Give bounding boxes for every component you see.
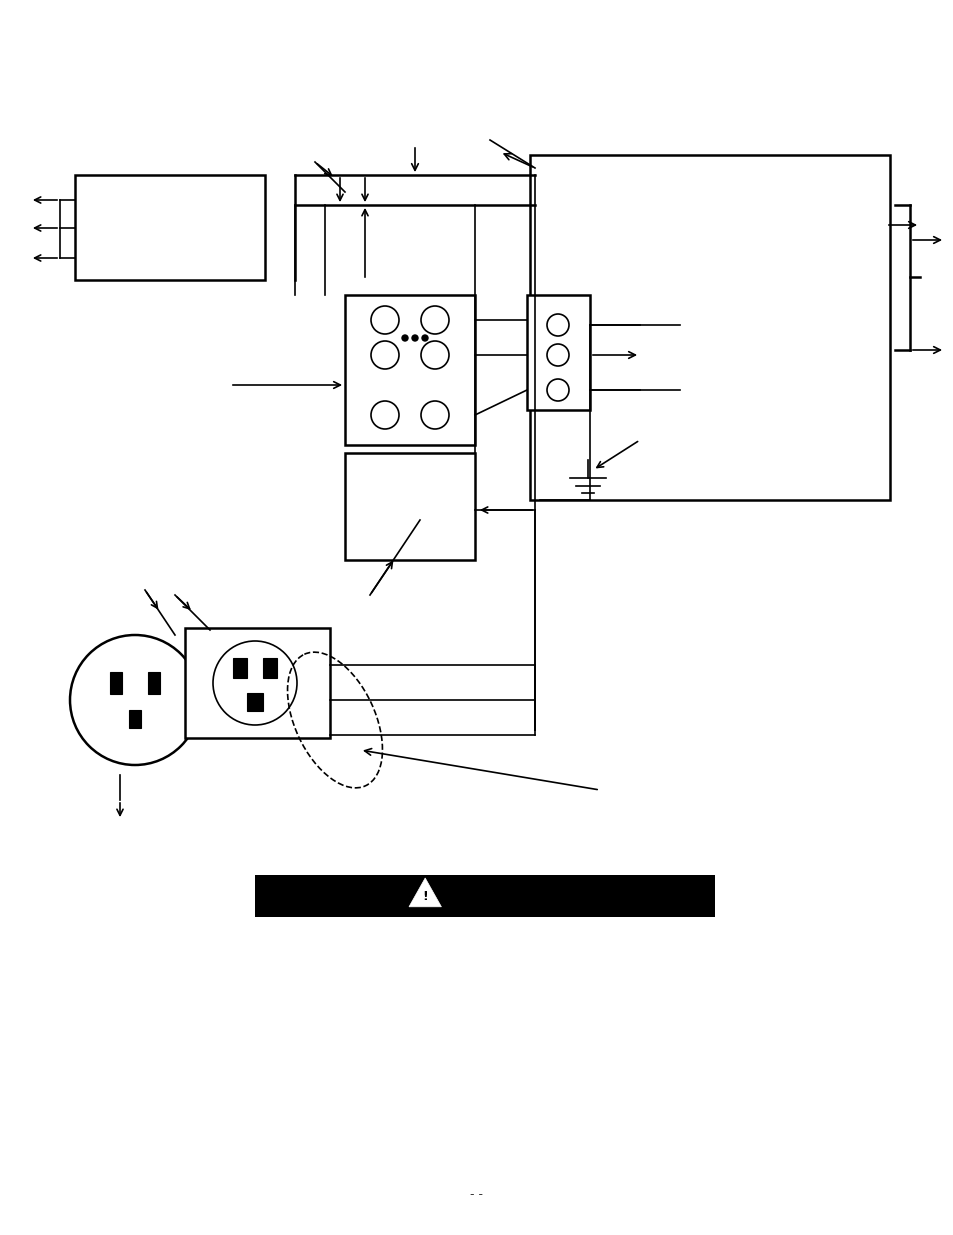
Circle shape xyxy=(421,335,428,341)
Circle shape xyxy=(420,341,449,369)
Bar xyxy=(148,672,160,694)
Text: - -: - - xyxy=(470,1188,483,1202)
Circle shape xyxy=(213,641,296,725)
Bar xyxy=(254,876,714,918)
Text: !: ! xyxy=(422,890,428,904)
Polygon shape xyxy=(409,878,441,906)
Circle shape xyxy=(546,314,568,336)
Bar xyxy=(185,629,330,739)
Bar xyxy=(530,156,889,500)
Circle shape xyxy=(371,306,398,333)
Circle shape xyxy=(371,401,398,429)
Bar xyxy=(75,175,265,280)
Circle shape xyxy=(546,345,568,366)
Circle shape xyxy=(371,341,398,369)
Circle shape xyxy=(70,635,200,764)
Bar xyxy=(263,658,276,678)
Circle shape xyxy=(412,335,417,341)
Bar xyxy=(247,693,263,711)
Bar xyxy=(345,453,475,559)
Bar xyxy=(129,710,141,727)
Bar xyxy=(233,658,247,678)
Bar xyxy=(526,295,589,410)
Circle shape xyxy=(401,335,408,341)
Bar xyxy=(345,295,475,445)
Circle shape xyxy=(420,306,449,333)
Bar xyxy=(110,672,122,694)
Circle shape xyxy=(546,379,568,401)
Circle shape xyxy=(420,401,449,429)
